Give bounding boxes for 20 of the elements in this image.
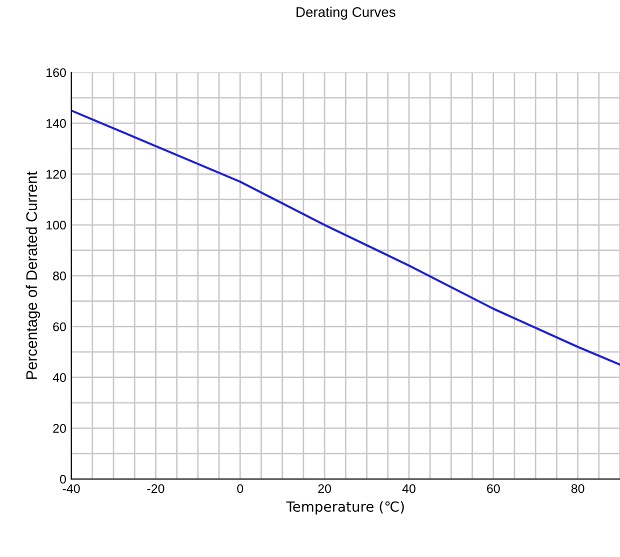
y-tick-label: 100 xyxy=(46,220,66,230)
y-tick-label: 140 xyxy=(46,119,66,128)
x-tick-label: 40 xyxy=(402,484,416,494)
y-tick-label: 120 xyxy=(46,170,66,179)
x-tick-label: 60 xyxy=(487,484,500,494)
y-tick-label: 40 xyxy=(52,373,66,382)
y-axis-title: Percentage of Derated Current xyxy=(26,171,40,379)
x-tick-label: -20 xyxy=(147,484,164,494)
x-tick-label: 80 xyxy=(571,484,584,494)
y-tick-label: 20 xyxy=(53,424,66,433)
y-tick-label: 0 xyxy=(60,474,66,484)
chart-title: Derating Curves xyxy=(296,6,396,20)
x-axis-title: Temperature (℃) xyxy=(286,501,404,515)
x-tick-label: 0 xyxy=(237,484,244,494)
y-tick-label: 80 xyxy=(53,272,66,280)
line-series xyxy=(71,109,620,366)
x-tick-label: 20 xyxy=(318,484,332,494)
y-tick-label: 60 xyxy=(53,322,66,332)
x-tick-label: -40 xyxy=(62,484,80,494)
y-tick-label: 160 xyxy=(46,68,66,78)
